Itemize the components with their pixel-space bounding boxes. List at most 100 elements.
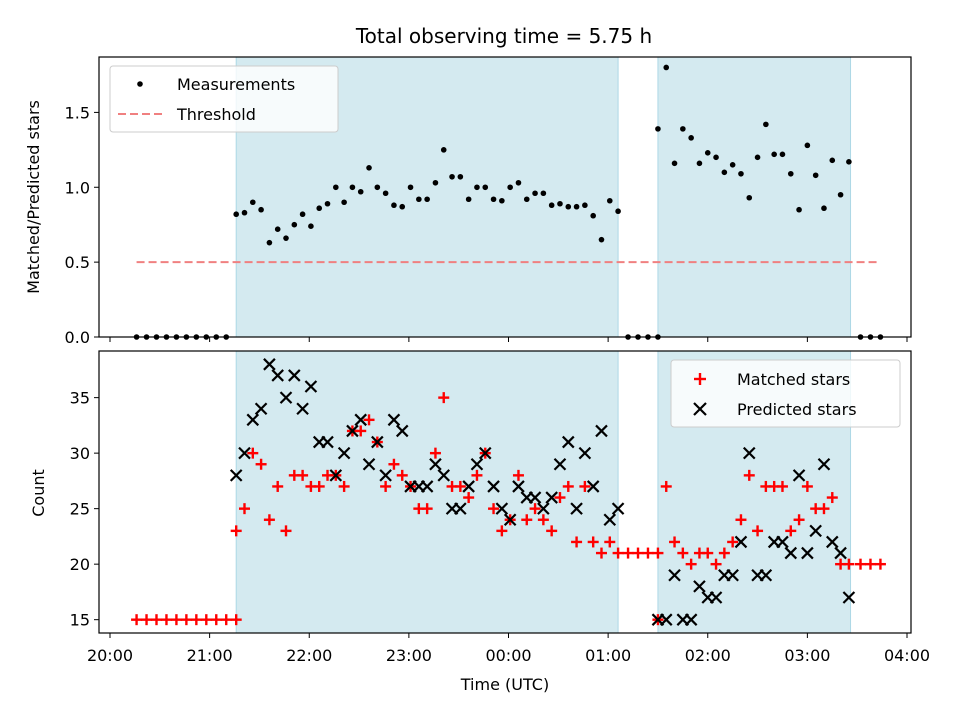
matched-star-point — [785, 525, 797, 537]
predicted-star-point — [337, 446, 351, 460]
matched-star-point — [669, 536, 681, 548]
measurement-point — [557, 200, 563, 207]
measurement-point — [249, 199, 256, 206]
matched-star-point — [380, 480, 392, 492]
measurement-point — [671, 160, 678, 167]
predicted-star-point — [470, 457, 484, 471]
bottom-y-tick-label: 20 — [70, 555, 90, 574]
measurement-point — [316, 205, 323, 212]
measurement-point — [523, 196, 530, 203]
predicted-star-point — [817, 457, 831, 471]
top-plot-frame — [98, 56, 912, 338]
measurement-point — [333, 184, 339, 191]
matched-star-point — [612, 547, 624, 559]
matched-star-point — [595, 547, 607, 559]
measurement-point — [763, 121, 769, 128]
legend-matched-label: Matched stars — [737, 370, 850, 389]
matched-star-point — [180, 614, 192, 626]
measurement-point — [846, 159, 852, 165]
measurement-point — [532, 190, 538, 197]
measurement-point — [729, 162, 736, 168]
measurement-point — [266, 239, 273, 246]
matched-star-point — [297, 469, 309, 481]
measurement-point — [837, 191, 844, 198]
measurement-point — [721, 169, 728, 176]
bottom-y-tick-label: 35 — [70, 389, 90, 408]
measurement-point — [357, 188, 364, 195]
measurement-point — [440, 147, 447, 153]
predicted-star-point — [288, 369, 301, 382]
bottom-observing-window — [235, 350, 619, 634]
x-tick-label: 03:00 — [784, 646, 830, 665]
predicted-star-point — [246, 413, 260, 427]
matched-star-point — [652, 547, 664, 559]
measurement-point — [407, 184, 414, 191]
measurement-point — [655, 126, 661, 132]
matched-star-point — [710, 558, 722, 570]
predicted-star-point — [329, 469, 343, 482]
matched-star-point — [776, 480, 788, 492]
matched-star-point — [131, 614, 143, 626]
matched-star-point — [562, 480, 574, 492]
matched-star-point — [421, 503, 433, 515]
matched-star-point — [170, 614, 182, 626]
measurement-point — [754, 154, 761, 161]
predicted-star-point — [296, 402, 309, 416]
predicted-star-point — [512, 480, 525, 493]
matched-star-point — [463, 492, 475, 504]
measurement-point — [606, 197, 613, 204]
measurement-point — [829, 157, 836, 164]
predicted-star-point — [792, 469, 806, 482]
measurement-point — [590, 212, 596, 219]
matched-star-point — [660, 480, 672, 492]
matched-star-point — [338, 480, 350, 492]
measurement-point — [598, 236, 605, 243]
measurement-point — [482, 184, 489, 191]
predicted-star-point — [304, 380, 318, 393]
x-tick-label: 00:00 — [485, 646, 531, 665]
bottom-y-tick-label: 25 — [70, 500, 90, 519]
measurement-point — [738, 170, 744, 177]
legend-measurements-label: Measurements — [177, 75, 295, 94]
matched-star-point — [150, 614, 162, 626]
x-tick-label: 20:00 — [87, 646, 133, 665]
measurement-point — [490, 196, 497, 203]
top-y-tick-label: 0.0 — [65, 328, 90, 347]
x-tick-label: 02:00 — [685, 646, 731, 665]
top-legend-box — [109, 65, 339, 133]
matched-star-point — [210, 614, 222, 626]
measurement-point — [507, 184, 513, 191]
measurement-point — [787, 170, 794, 177]
predicted-star-point — [537, 502, 550, 515]
measurement-point — [746, 194, 753, 201]
predicted-star-point — [271, 369, 284, 382]
matched-star-point — [200, 614, 212, 626]
matched-star-point — [230, 525, 242, 537]
matched-star-point — [280, 525, 292, 537]
matched-star-point — [604, 536, 616, 548]
measurement-point — [796, 206, 802, 213]
matched-star-point — [255, 458, 267, 470]
top-y-axis-label: Matched/Predicted stars — [24, 100, 43, 294]
measurement-point — [696, 160, 703, 167]
predicted-star-point — [826, 535, 839, 549]
top-x-ticks — [109, 337, 908, 342]
predicted-star-point — [668, 568, 681, 582]
top-series-layer — [133, 64, 884, 340]
matched-star-point — [141, 614, 153, 626]
predicted-star-point — [263, 358, 276, 371]
matched-star-point — [677, 547, 689, 559]
matched-star-point — [160, 614, 172, 626]
measurement-point — [499, 197, 505, 204]
predicted-star-point — [487, 480, 500, 493]
predicted-star-point — [834, 546, 847, 560]
predicted-star-point — [254, 402, 268, 416]
measurement-point — [779, 151, 786, 158]
measurement-point — [540, 190, 547, 197]
predicted-star-point — [709, 591, 723, 604]
bottom-plot-frame — [98, 350, 912, 634]
predicted-star-point — [503, 513, 517, 527]
matched-star-point — [743, 469, 755, 481]
bottom-y-tick-label: 15 — [70, 611, 90, 630]
matched-star-point — [496, 525, 508, 537]
